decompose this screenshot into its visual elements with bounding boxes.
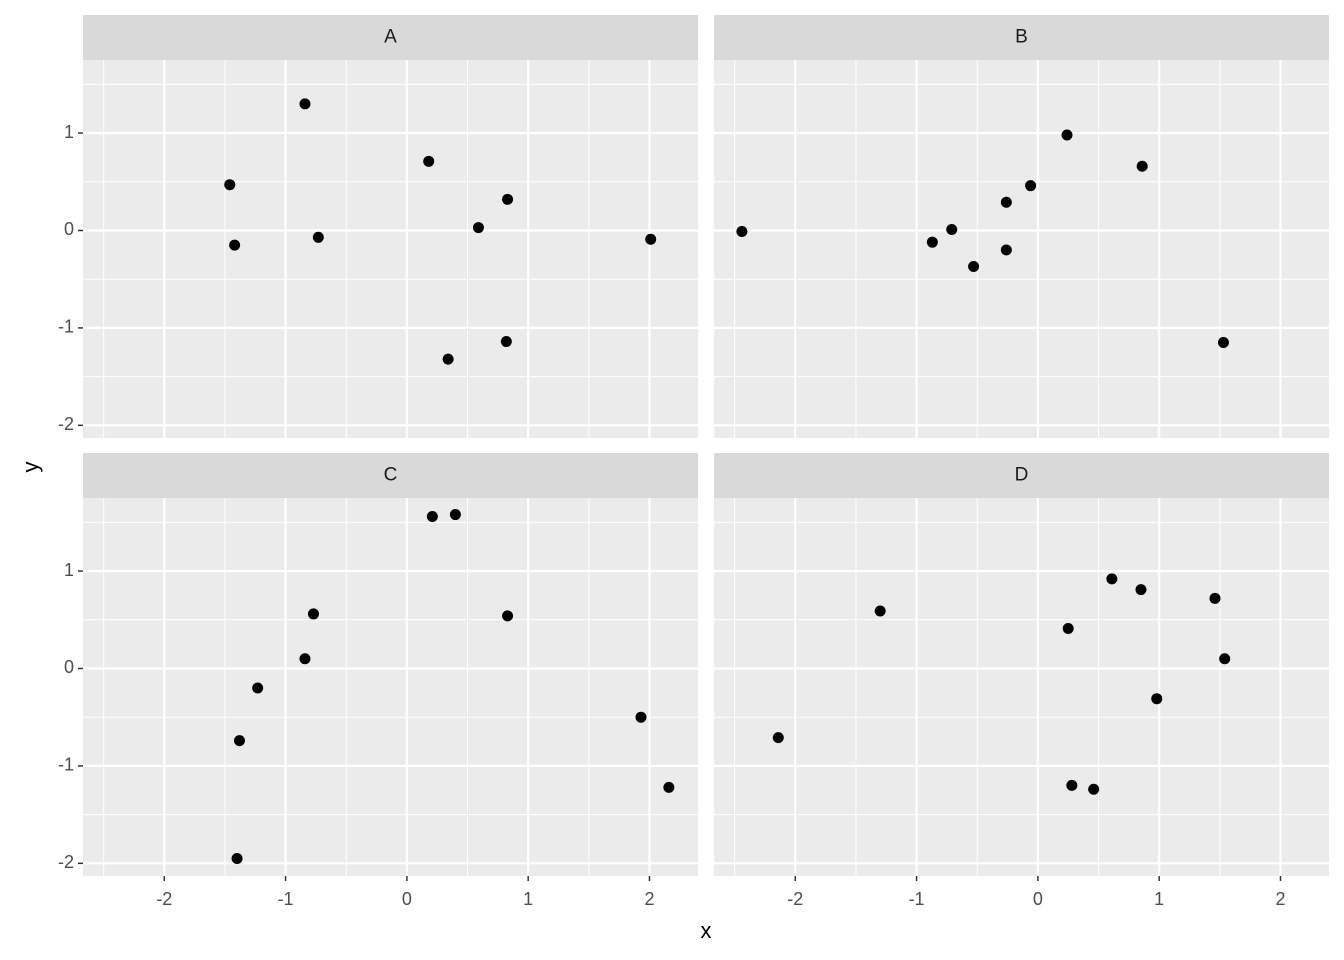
- point: [1217, 337, 1229, 349]
- point: [946, 224, 958, 236]
- point: [663, 781, 675, 793]
- panel: [83, 60, 698, 438]
- point: [299, 653, 311, 665]
- point: [1061, 129, 1073, 141]
- x-tick-label: -1: [909, 889, 925, 909]
- point: [502, 193, 514, 205]
- y-tick-label: 1: [64, 560, 74, 580]
- point: [442, 353, 454, 365]
- x-tick-label: 1: [1154, 889, 1164, 909]
- point: [736, 225, 748, 237]
- point: [299, 98, 311, 110]
- point: [312, 231, 324, 243]
- point: [224, 179, 236, 191]
- point: [645, 233, 657, 245]
- point: [307, 608, 319, 620]
- x-tick-label: 1: [523, 889, 533, 909]
- point: [926, 236, 938, 248]
- panel-title: D: [1015, 465, 1029, 486]
- x-axis-label: x: [701, 918, 712, 943]
- x-tick-label: 0: [402, 889, 412, 909]
- panel-title: A: [384, 27, 397, 48]
- x-tick-label: 2: [644, 889, 654, 909]
- point: [1106, 573, 1118, 585]
- point: [472, 222, 484, 234]
- x-tick-label: -2: [156, 889, 172, 909]
- point: [874, 605, 886, 617]
- y-tick-label: 0: [64, 219, 74, 239]
- x-tick-label: -2: [787, 889, 803, 909]
- y-axis-label: y: [18, 462, 43, 473]
- point: [502, 610, 514, 622]
- point: [229, 239, 241, 251]
- y-tick-label: -1: [58, 317, 74, 337]
- point: [968, 261, 980, 273]
- point: [233, 735, 245, 747]
- point: [1000, 244, 1012, 256]
- x-tick-label: 2: [1275, 889, 1285, 909]
- point: [231, 852, 243, 864]
- point: [1151, 693, 1163, 705]
- y-tick-label: -2: [58, 414, 74, 434]
- point: [500, 336, 512, 348]
- point: [1088, 783, 1100, 795]
- panel-title: C: [384, 465, 398, 486]
- strip: [714, 15, 1329, 60]
- point: [1135, 584, 1147, 596]
- x-tick-label: -1: [278, 889, 294, 909]
- point: [1000, 196, 1012, 208]
- point: [772, 732, 784, 744]
- point: [1209, 592, 1221, 604]
- panel: [714, 60, 1329, 438]
- strip: [83, 15, 698, 60]
- point: [1219, 653, 1231, 665]
- point: [426, 511, 438, 523]
- point: [1066, 779, 1078, 791]
- strip: [714, 453, 1329, 498]
- strip: [83, 453, 698, 498]
- point: [449, 509, 461, 521]
- point: [252, 682, 264, 694]
- point: [1025, 180, 1037, 192]
- y-tick-label: 0: [64, 657, 74, 677]
- y-tick-label: -1: [58, 755, 74, 775]
- point: [1062, 623, 1074, 635]
- y-tick-label: 1: [64, 122, 74, 142]
- point: [635, 711, 647, 723]
- panel: [714, 498, 1329, 876]
- point: [423, 155, 435, 167]
- point: [1136, 160, 1148, 172]
- panel: [83, 498, 698, 876]
- panel-title: B: [1015, 27, 1028, 48]
- y-tick-label: -2: [58, 852, 74, 872]
- x-tick-label: 0: [1033, 889, 1043, 909]
